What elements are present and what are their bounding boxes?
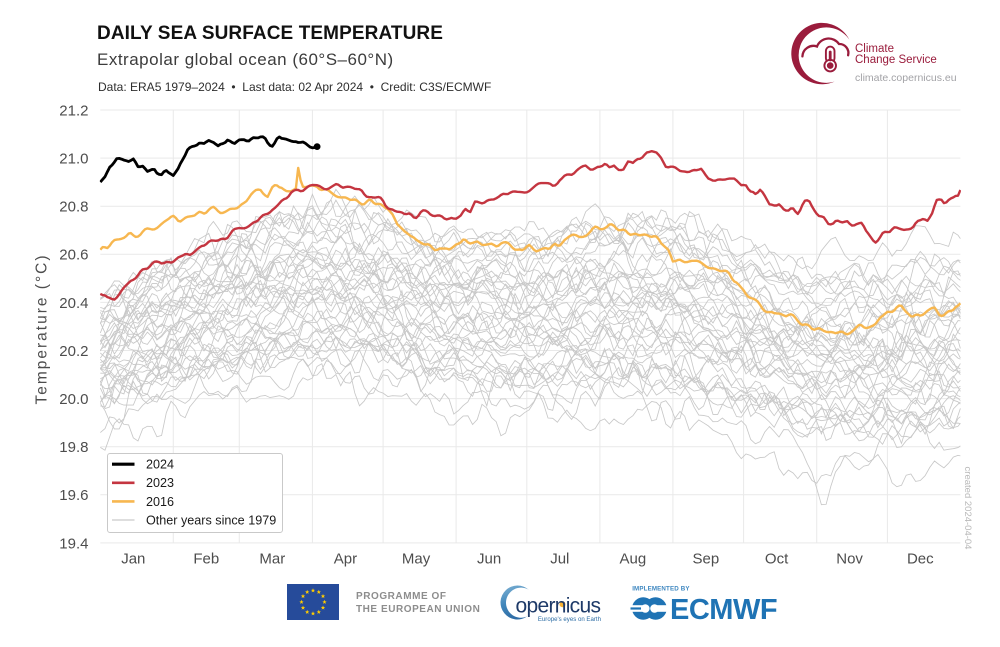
svg-text:Aug: Aug	[620, 551, 647, 568]
svg-text:Apr: Apr	[334, 551, 357, 568]
svg-text:May: May	[402, 551, 431, 568]
svg-text:Europe's eyes on Earth: Europe's eyes on Earth	[538, 616, 601, 623]
svg-text:20.4: 20.4	[59, 295, 88, 312]
svg-text:2016: 2016	[146, 495, 174, 509]
svg-text:20.6: 20.6	[59, 247, 88, 264]
svg-text:Nov: Nov	[836, 551, 863, 568]
svg-text:20.0: 20.0	[59, 391, 88, 408]
svg-text:opernicus: opernicus	[516, 595, 601, 618]
svg-text:created 2024-04-04: created 2024-04-04	[962, 467, 973, 550]
svg-text:20.8: 20.8	[59, 199, 88, 216]
svg-text:Dec: Dec	[907, 551, 934, 568]
svg-text:ECMWF: ECMWF	[670, 594, 777, 625]
svg-text:21.2: 21.2	[59, 102, 88, 119]
svg-text:2023: 2023	[146, 476, 174, 490]
svg-text:21.0: 21.0	[59, 151, 88, 168]
svg-text:Feb: Feb	[193, 551, 219, 568]
svg-text:2024: 2024	[146, 458, 174, 472]
svg-text:Jun: Jun	[477, 551, 501, 568]
svg-text:19.8: 19.8	[59, 439, 88, 456]
svg-text:Mar: Mar	[259, 551, 285, 568]
svg-text:19.6: 19.6	[59, 487, 88, 504]
svg-text:Oct: Oct	[765, 551, 789, 568]
svg-text:IMPLEMENTED BY: IMPLEMENTED BY	[632, 585, 690, 592]
svg-text:Other years since 1979: Other years since 1979	[146, 513, 276, 527]
svg-text:Temperature (°C): Temperature (°C)	[34, 253, 51, 404]
svg-text:19.4: 19.4	[59, 535, 88, 552]
svg-text:Sep: Sep	[693, 551, 720, 568]
svg-text:Jan: Jan	[121, 551, 145, 568]
svg-text:Jul: Jul	[550, 551, 569, 568]
svg-text:20.2: 20.2	[59, 343, 88, 360]
